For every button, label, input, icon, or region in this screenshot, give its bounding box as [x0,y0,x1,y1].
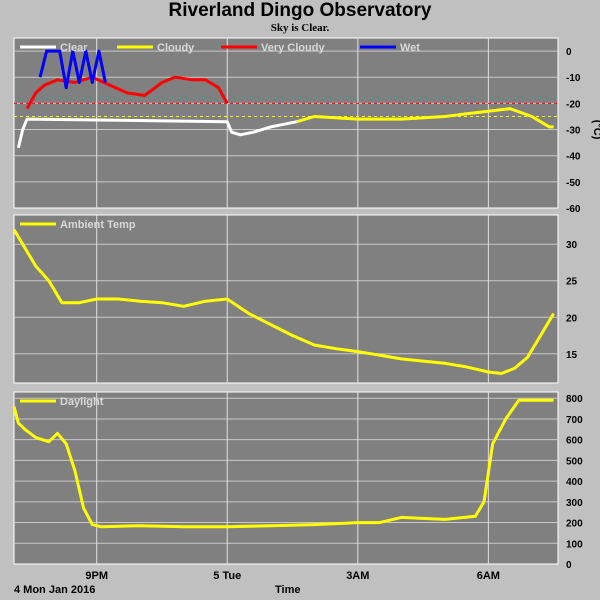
x-tick-label: 3AM [346,570,369,582]
y-tick-label: -10 [566,73,581,84]
plot-background [13,391,559,565]
series-line-clear [16,117,298,149]
y-tick-label: 200 [566,519,583,530]
y-tick-label: 0 [566,560,572,571]
x-axis-label: Time [275,584,301,596]
series-line-ambient-temp [12,228,555,375]
legend-label: Ambient Temp [60,219,136,231]
legend-label: Daylight [60,396,104,408]
y-tick-label: 25 [566,277,578,288]
y-tick-label: 500 [566,456,583,467]
legend-label: Cloudy [157,42,195,54]
y-tick-label: -40 [566,152,581,163]
sky-status: Sky is Clear. [270,22,330,34]
x-tick-label: 5 Tue [213,570,241,582]
panel-ambient-temperature: 15 20 25 30 Ambient Temp [12,214,578,384]
series-line-very-cloudy [25,75,229,110]
y-tick-label: -30 [566,126,581,137]
y-tick-label: 700 [566,415,583,426]
y-tick-label: -60 [566,204,581,215]
legend-label: Very Cloudy [261,42,325,54]
y-tick-label: 600 [566,436,583,447]
chart-title: Riverland Dingo Observatory [168,0,432,21]
y-tick-label: -20 [566,99,581,110]
series-line-daylight [12,398,554,529]
x-tick-label: 9PM [85,570,108,582]
y-tick-label: 300 [566,498,583,509]
y-tick-label: 0 [566,47,572,58]
y-tick-label: 15 [566,350,578,361]
y-tick-label: 400 [566,477,583,488]
y-tick-label: 20 [566,313,578,324]
series-line-cloudy [296,107,554,129]
x-tick-label: 6AM [477,570,500,582]
y-tick-label: 800 [566,394,583,405]
legend-label: Clear [60,42,88,54]
y-tick-label: 30 [566,240,578,251]
y-tick-label: 100 [566,539,583,550]
series-line-wet [38,49,107,90]
date-label: 4 Mon Jan 2016 [14,584,96,596]
legend-label: Wet [400,42,420,54]
panel-sky-temperature: 0 -10 -20 -30 -40 -50 -60 Clear Cloudy Very Cloud… [13,37,600,215]
unit-label: (°C) [591,120,600,140]
y-tick-label: -50 [566,178,581,189]
panel-daylight: 0 100 200 300 400 500 600 700 800 Daylight [12,391,583,571]
